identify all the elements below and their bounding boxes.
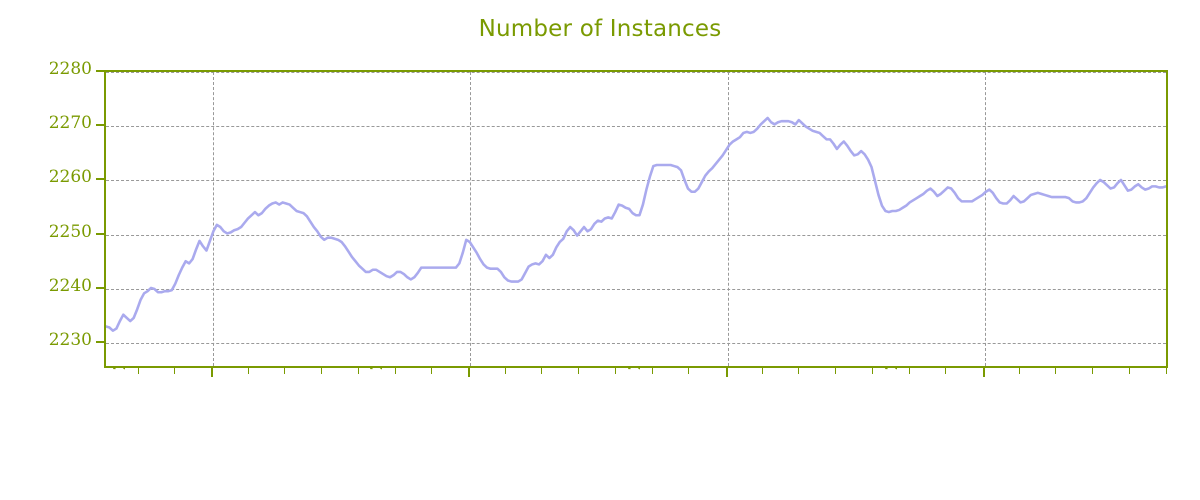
x-tick-mark-minor (431, 368, 432, 374)
x-tick-mark-minor (505, 368, 506, 374)
x-tick-mark-minor (174, 368, 175, 374)
gridline-vertical (470, 72, 471, 366)
x-tick-mark-minor (321, 368, 322, 374)
gridline-vertical (213, 72, 214, 366)
gridline-vertical (985, 72, 986, 366)
series-polyline (106, 116, 1166, 333)
x-tick-mark-minor (578, 368, 579, 374)
y-tick-label: 2230 (48, 329, 92, 350)
x-tick-mark-minor (872, 368, 873, 374)
y-tick-mark (96, 70, 104, 72)
x-tick-mark-minor (358, 368, 359, 374)
gridline-horizontal (106, 342, 1166, 344)
gridline-horizontal (106, 72, 1166, 73)
y-tick-mark (96, 340, 104, 343)
x-tick-mark-minor (798, 368, 799, 374)
y-tick-mark (96, 286, 104, 289)
data-series-line (106, 116, 1166, 333)
y-tick-label: 2280 (48, 59, 92, 79)
y-tick-label: 2240 (48, 275, 92, 296)
y-tick-mark (96, 232, 104, 235)
x-tick-mark-minor (909, 368, 910, 374)
gridline-horizontal (106, 288, 1166, 290)
y-tick-label: 2260 (48, 167, 92, 188)
x-tick-mark-minor (395, 368, 396, 374)
x-tick-mark-major (211, 368, 213, 377)
x-tick-mark-minor (138, 368, 139, 374)
x-tick-mark-minor (762, 368, 763, 374)
x-tick-mark-minor (541, 368, 542, 374)
x-tick-mark-minor (835, 368, 836, 374)
gridline-horizontal (106, 126, 1166, 128)
x-tick-mark-major (468, 368, 470, 377)
page-title: Number of Instances (478, 16, 722, 42)
x-tick-mark-minor (945, 368, 946, 374)
x-tick-mark-minor (1055, 368, 1056, 374)
x-tick-mark-major (726, 368, 728, 377)
y-tick-mark (96, 178, 104, 181)
x-tick-mark-minor (1092, 368, 1093, 374)
gridline-vertical (728, 72, 729, 366)
x-tick-mark-minor (688, 368, 689, 374)
gridline-horizontal (106, 234, 1166, 236)
x-tick-mark-minor (284, 368, 285, 374)
y-tick-label: 2250 (48, 221, 92, 242)
gridline-horizontal (106, 180, 1166, 182)
plot-area (104, 70, 1168, 368)
x-tick-mark-minor (1129, 368, 1130, 374)
x-tick-mark-major (983, 368, 985, 377)
x-tick-mark-minor (615, 368, 616, 374)
x-tick-mark-minor (248, 368, 249, 374)
x-tick-mark-minor (1019, 368, 1020, 374)
y-tick-label: 2270 (48, 113, 92, 134)
x-tick-mark-minor (1166, 368, 1167, 374)
x-tick-mark-minor (652, 368, 653, 374)
y-tick-mark (96, 124, 104, 127)
